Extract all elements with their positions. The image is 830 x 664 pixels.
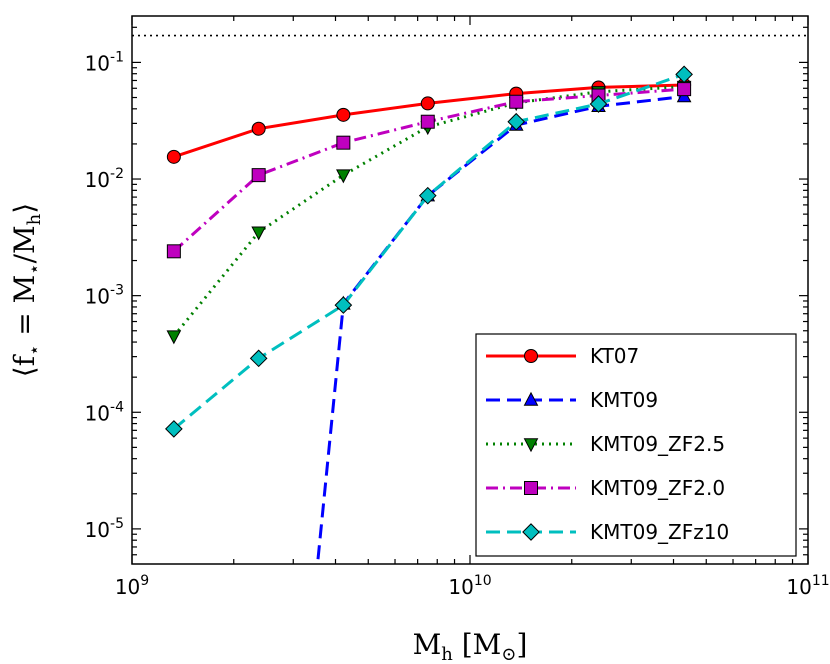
y-axis-label: ⟨f⋆ = M⋆/Mh⟩ xyxy=(8,203,45,377)
legend-marker xyxy=(524,349,538,363)
series-layer xyxy=(132,34,808,560)
legend-entry: KMT09_ZFz10 xyxy=(486,520,729,544)
legend-entry: KMT09_ZF2.0 xyxy=(486,476,725,500)
data-point xyxy=(166,330,182,345)
legend-label: KMT09_ZFz10 xyxy=(590,520,729,544)
x-tick-label: 1011 xyxy=(786,573,829,599)
plot-frame xyxy=(131,15,809,565)
data-point xyxy=(251,121,266,136)
legend-label: KMT09 xyxy=(590,388,658,412)
data-point xyxy=(336,107,351,122)
data-point xyxy=(420,96,435,111)
data-point xyxy=(509,94,524,109)
data-point xyxy=(336,169,351,184)
data-point xyxy=(166,149,181,164)
data-point xyxy=(165,420,183,438)
data-point xyxy=(334,296,353,314)
legend-marker xyxy=(524,481,538,495)
data-point xyxy=(675,65,693,84)
y-tick-label: 10-4 xyxy=(85,399,125,425)
y-tick-label: 10-2 xyxy=(85,166,124,192)
legend-entry: KMT09_ZF2.5 xyxy=(486,432,725,456)
y-tick-label: 10-5 xyxy=(85,516,124,542)
data-point xyxy=(507,112,526,131)
legend-entries: KT07 KMT09 KMT09_ZF2.5 KMT09_ZF2.0 KMT09_ZFz… xyxy=(486,344,729,544)
series-KMT09_ZFz10 xyxy=(165,65,693,438)
y-tick-label: 10-1 xyxy=(85,49,124,75)
data-point xyxy=(418,186,437,205)
data-point xyxy=(336,135,351,150)
legend-entry: KT07 xyxy=(486,344,639,368)
x-tick-label: 1010 xyxy=(448,573,491,599)
x-axis-label: Mh [M⊙] xyxy=(413,628,528,664)
data-point xyxy=(251,168,266,183)
legend-box xyxy=(475,333,797,557)
data-point xyxy=(677,82,692,97)
data-point xyxy=(251,226,266,241)
ticks-layer: 109 1010 1011 10-5 10-4 10-3 10-2 10-1 xyxy=(85,16,830,599)
data-point xyxy=(166,244,181,259)
data-point xyxy=(589,95,608,113)
legend-marker xyxy=(522,523,540,541)
legend-marker xyxy=(523,391,539,406)
legend: KT07 KMT09 KMT09_ZF2.5 KMT09_ZF2.0 KMT09_ZFz… xyxy=(475,333,797,557)
legend-label: KMT09_ZF2.0 xyxy=(590,476,725,500)
legend-entry: KMT09 xyxy=(486,388,658,412)
series-line xyxy=(172,87,685,253)
data-point xyxy=(420,114,435,129)
legend-marker xyxy=(523,438,539,453)
data-point xyxy=(249,349,268,368)
legend-label: KT07 xyxy=(590,344,639,368)
legend-label: KMT09_ZF2.5 xyxy=(590,432,725,456)
y-tick-label: 10-3 xyxy=(85,283,124,309)
x-tick-label: 109 xyxy=(115,573,149,599)
